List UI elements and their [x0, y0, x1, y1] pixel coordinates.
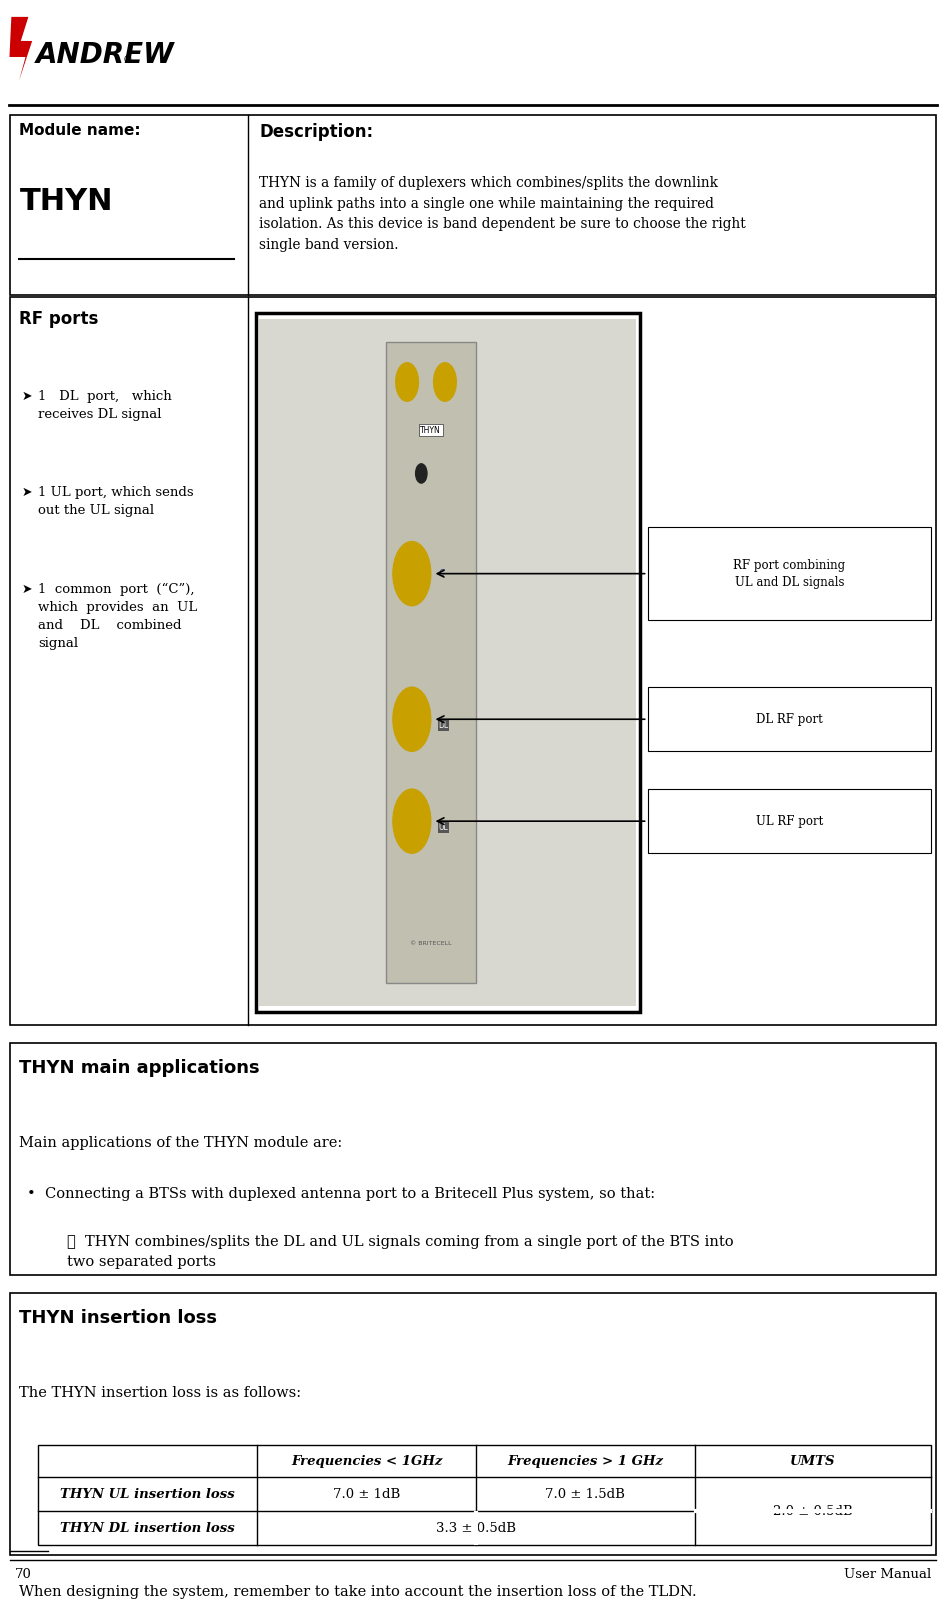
Text: ANDREW: ANDREW: [36, 42, 175, 69]
Circle shape: [415, 464, 427, 483]
Text: Frequencies > 1 GHz: Frequencies > 1 GHz: [507, 1455, 663, 1468]
Text: UMTS: UMTS: [790, 1455, 835, 1468]
Text: THYN main applications: THYN main applications: [20, 1059, 260, 1076]
Bar: [386, 342, 476, 983]
Text: Frequencies < 1GHz: Frequencies < 1GHz: [290, 1455, 442, 1468]
Text: ➤: ➤: [22, 486, 32, 499]
Bar: [255, 313, 640, 1012]
Bar: [648, 687, 931, 751]
Text: ➤: ➤: [22, 582, 32, 595]
Text: UL: UL: [438, 823, 448, 832]
Text: C: C: [438, 569, 445, 577]
Text: 1  common  port  (“C”),
which  provides  an  UL
and    DL    combined
signal: 1 common port (“C”), which provides an U…: [39, 582, 198, 650]
Text: DL: DL: [438, 722, 448, 730]
Bar: [648, 789, 931, 853]
Bar: [648, 528, 931, 621]
Text: 7.0 ± 1.5dB: 7.0 ± 1.5dB: [545, 1487, 625, 1501]
Polygon shape: [9, 18, 32, 82]
Text: 1 UL port, which sends
out the UL signal: 1 UL port, which sends out the UL signal: [39, 486, 194, 516]
Bar: [10, 1293, 936, 1554]
Text: •  Connecting a BTSs with duplexed antenna port to a Britecell Plus system, so t: • Connecting a BTSs with duplexed antenn…: [27, 1187, 656, 1201]
Text: UL: UL: [438, 823, 448, 832]
Text: 7.0 ± 1dB: 7.0 ± 1dB: [333, 1487, 400, 1501]
Text: © BRITECELL: © BRITECELL: [410, 940, 451, 946]
Circle shape: [393, 789, 430, 853]
Circle shape: [393, 542, 430, 606]
Text: ➤: ➤: [22, 390, 32, 403]
Text: 3.3 ± 0.5dB: 3.3 ± 0.5dB: [436, 1522, 516, 1535]
Text: THYN: THYN: [420, 425, 441, 435]
Text: THYN is a family of duplexers which combines/splits the downlink
and uplink path: THYN is a family of duplexers which comb…: [259, 176, 746, 252]
Text: UL RF port: UL RF port: [756, 815, 823, 828]
Text: Module name:: Module name:: [20, 124, 141, 138]
Bar: [259, 319, 637, 1006]
Circle shape: [433, 363, 456, 401]
Bar: [10, 115, 936, 295]
Circle shape: [395, 363, 418, 401]
Text: The THYN insertion loss is as follows:: The THYN insertion loss is as follows:: [20, 1386, 302, 1400]
Bar: [39, 1445, 931, 1545]
Text: THYN UL insertion loss: THYN UL insertion loss: [61, 1487, 236, 1501]
Circle shape: [393, 687, 430, 751]
Text: ®: ®: [123, 55, 132, 66]
Text: RF port combining
UL and DL signals: RF port combining UL and DL signals: [733, 558, 846, 589]
Text: Description:: Description:: [259, 124, 374, 141]
Text: 70: 70: [15, 1569, 31, 1582]
Text: RF ports: RF ports: [20, 310, 98, 327]
Text: User Manual: User Manual: [844, 1569, 931, 1582]
Text: 1   DL  port,   which
receives DL signal: 1 DL port, which receives DL signal: [39, 390, 172, 420]
Text: Main applications of the THYN module are:: Main applications of the THYN module are…: [20, 1136, 342, 1150]
Text: 2.0 ± 0.5dB: 2.0 ± 0.5dB: [773, 1505, 853, 1517]
Bar: [10, 1043, 936, 1275]
Text: ➤  THYN combines/splits the DL and UL signals coming from a single port of the B: ➤ THYN combines/splits the DL and UL sig…: [67, 1235, 733, 1269]
Bar: [10, 297, 936, 1025]
Text: DL: DL: [438, 722, 448, 730]
Text: When designing the system, remember to take into account the insertion loss of t: When designing the system, remember to t…: [20, 1585, 697, 1599]
Text: THYN DL insertion loss: THYN DL insertion loss: [61, 1522, 236, 1535]
Text: THYN insertion loss: THYN insertion loss: [20, 1309, 218, 1327]
Text: DL RF port: DL RF port: [756, 712, 823, 725]
Text: THYN: THYN: [20, 188, 113, 217]
